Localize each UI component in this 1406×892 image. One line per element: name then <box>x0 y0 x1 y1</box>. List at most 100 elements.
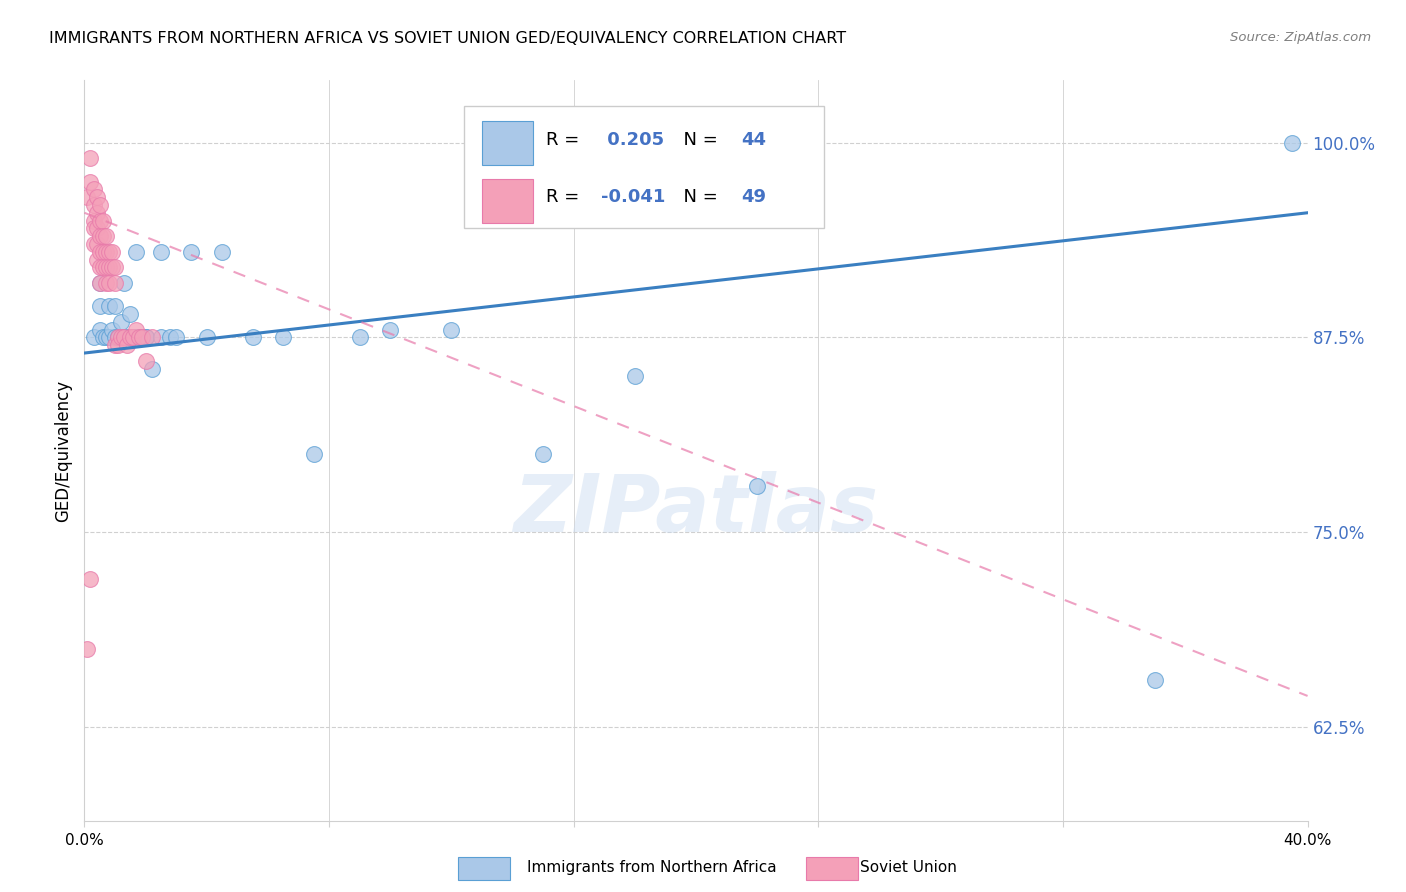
Text: 44: 44 <box>741 131 766 149</box>
Point <box>122 330 145 344</box>
Point <box>135 354 157 368</box>
Point <box>122 330 145 344</box>
Point <box>91 260 114 275</box>
Point <box>97 330 120 344</box>
Point <box>120 307 142 321</box>
Text: 40.0%: 40.0% <box>1284 833 1331 848</box>
Point <box>76 190 98 204</box>
Point <box>112 330 135 344</box>
FancyBboxPatch shape <box>482 121 533 165</box>
Y-axis label: GED/Equivalency: GED/Equivalency <box>55 379 73 522</box>
Text: ZIPatlas: ZIPatlas <box>513 471 879 549</box>
Point <box>97 260 120 275</box>
Point <box>89 276 111 290</box>
Point <box>79 572 101 586</box>
Point <box>86 221 108 235</box>
Point <box>94 244 117 259</box>
Point <box>89 323 111 337</box>
Text: N =: N = <box>672 131 723 149</box>
Point <box>89 260 111 275</box>
Point <box>91 330 114 344</box>
Text: IMMIGRANTS FROM NORTHERN AFRICA VS SOVIET UNION GED/EQUIVALENCY CORRELATION CHAR: IMMIGRANTS FROM NORTHERN AFRICA VS SOVIE… <box>49 31 846 46</box>
Point <box>83 330 105 344</box>
Point <box>115 338 138 352</box>
Point <box>112 330 135 344</box>
Point <box>141 330 163 344</box>
Point <box>83 221 105 235</box>
Point <box>112 276 135 290</box>
Point <box>94 330 117 344</box>
Point <box>94 229 117 244</box>
Text: -0.041: -0.041 <box>600 188 665 206</box>
Point <box>89 299 111 313</box>
Point <box>104 338 127 352</box>
Point <box>76 642 98 657</box>
Point <box>89 213 111 227</box>
Point <box>104 299 127 313</box>
Point <box>86 206 108 220</box>
Text: Source: ZipAtlas.com: Source: ZipAtlas.com <box>1230 31 1371 45</box>
Text: N =: N = <box>672 188 723 206</box>
Point <box>83 198 105 212</box>
Point <box>1143 673 1166 688</box>
Text: Soviet Union: Soviet Union <box>860 861 957 875</box>
Point <box>97 244 120 259</box>
Text: 0.0%: 0.0% <box>65 833 104 848</box>
Text: R =: R = <box>546 131 585 149</box>
Point <box>101 323 124 337</box>
Point <box>89 198 111 212</box>
Point <box>747 478 769 492</box>
Text: 49: 49 <box>741 188 766 206</box>
Point <box>107 330 129 344</box>
Point <box>1281 136 1303 150</box>
Point <box>91 229 114 244</box>
Point <box>125 323 148 337</box>
Point <box>83 236 105 251</box>
Point <box>97 299 120 313</box>
Point <box>149 244 172 259</box>
FancyBboxPatch shape <box>464 106 824 228</box>
Point <box>79 175 101 189</box>
FancyBboxPatch shape <box>482 178 533 222</box>
Point <box>94 276 117 290</box>
Point <box>349 330 371 344</box>
Text: R =: R = <box>546 188 585 206</box>
Point <box>86 252 108 267</box>
Text: Immigrants from Northern Africa: Immigrants from Northern Africa <box>527 861 778 875</box>
Point <box>624 369 647 384</box>
Point <box>531 447 554 461</box>
Point <box>125 244 148 259</box>
Point <box>104 260 127 275</box>
Point <box>89 276 111 290</box>
Point <box>141 361 163 376</box>
Point <box>86 236 108 251</box>
Point <box>115 330 138 344</box>
Point <box>128 330 150 344</box>
Point <box>83 213 105 227</box>
Point <box>135 330 157 344</box>
Text: 0.205: 0.205 <box>600 131 664 149</box>
Point <box>131 330 153 344</box>
Point <box>104 276 127 290</box>
Point <box>380 323 402 337</box>
Point <box>302 447 325 461</box>
Point <box>107 338 129 352</box>
Point <box>89 229 111 244</box>
Point <box>91 244 114 259</box>
Point <box>83 182 105 196</box>
Point <box>165 330 187 344</box>
Point <box>101 260 124 275</box>
Point <box>149 330 172 344</box>
Point <box>89 244 111 259</box>
Point <box>79 151 101 165</box>
Point <box>110 315 132 329</box>
Point <box>101 244 124 259</box>
Point <box>97 276 120 290</box>
Point <box>242 330 264 344</box>
Point <box>195 330 218 344</box>
Point <box>440 323 463 337</box>
Point <box>135 330 157 344</box>
Point <box>122 330 145 344</box>
Point <box>180 244 202 259</box>
Point <box>94 260 117 275</box>
